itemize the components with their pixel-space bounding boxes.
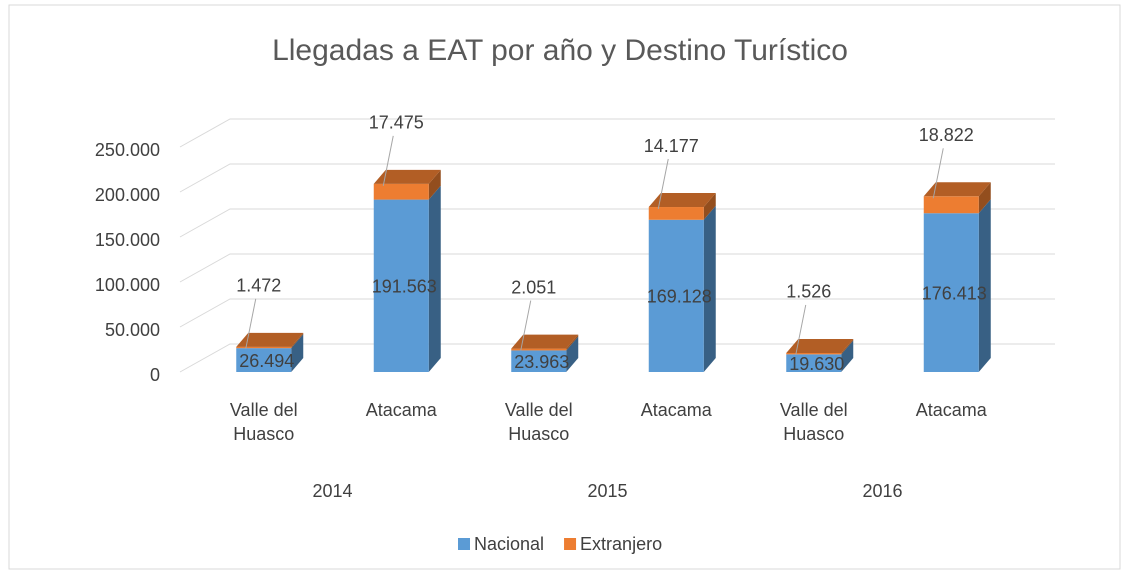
bar-side [703, 205, 716, 372]
value-label: 17.475 [369, 113, 424, 133]
bar [373, 183, 429, 200]
bar [786, 352, 842, 355]
value-label: 176.413 [922, 283, 987, 303]
leader-line [932, 148, 944, 199]
value-label: 169.128 [647, 287, 712, 307]
bar [511, 350, 567, 372]
bar [236, 348, 292, 372]
leader-line [795, 304, 807, 356]
bar [923, 196, 979, 214]
legend-swatch [458, 538, 470, 550]
bar-side [291, 332, 304, 349]
value-label: 19.630 [789, 354, 844, 374]
bar-top [236, 332, 304, 347]
bar-side [841, 338, 854, 355]
x-tick-label: Atacama [915, 400, 987, 420]
bar-side [566, 336, 579, 372]
legend-label: Nacional [474, 534, 544, 554]
value-label: 18.822 [919, 125, 974, 145]
x-tick-label: Valle del Huasco [229, 400, 298, 444]
y-tick-label: 250.000 [95, 140, 160, 160]
grid-line [179, 118, 1055, 148]
leader-line [657, 158, 669, 210]
bar [648, 207, 704, 220]
legend-label: Extranjero [580, 534, 662, 554]
bar-side [428, 169, 441, 200]
bar-top [648, 193, 716, 208]
grid-line [179, 253, 1055, 283]
bar-top [786, 338, 854, 353]
bar-top [511, 334, 579, 349]
x-tick-label: Valle del Huasco [779, 400, 848, 444]
leader-line [382, 135, 394, 186]
value-label: 1.526 [786, 282, 831, 302]
x-tick-label: Valle del Huasco [504, 400, 573, 444]
x-tick-label: Atacama [640, 400, 712, 420]
bar [373, 199, 429, 372]
y-tick-label: 200.000 [95, 185, 160, 205]
group-label: 2016 [862, 481, 902, 501]
bar-side [566, 334, 579, 351]
bar-side [291, 334, 304, 372]
bar-side [428, 185, 441, 372]
group-label: 2015 [587, 481, 627, 501]
chart-title: Llegadas a EAT por año y Destino Turísti… [272, 34, 848, 67]
value-label: 14.177 [644, 136, 699, 156]
grid-line [179, 208, 1055, 238]
value-label: 191.563 [372, 277, 437, 297]
y-tick-label: 100.000 [95, 275, 160, 295]
value-label: 1.472 [236, 276, 281, 296]
y-tick-label: 150.000 [95, 230, 160, 250]
bar-side [978, 182, 991, 214]
value-label: 2.051 [511, 277, 556, 297]
grid-line [179, 298, 1055, 328]
y-tick-label: 50.000 [105, 320, 160, 340]
value-label: 23.963 [514, 352, 569, 372]
bar [786, 354, 842, 372]
leader-line [520, 300, 532, 351]
bar-top [373, 169, 441, 184]
bar [648, 219, 704, 372]
bar-top [923, 182, 991, 197]
legend-swatch [564, 538, 577, 550]
value-label: 26.494 [239, 351, 294, 371]
bar [923, 213, 979, 372]
grid-line [179, 343, 1055, 373]
bar [511, 348, 567, 351]
y-tick-label: 0 [150, 365, 160, 385]
grid-line [179, 163, 1055, 193]
bar-side [978, 199, 991, 372]
bar-side [703, 193, 716, 220]
group-label: 2014 [312, 481, 352, 501]
leader-line [245, 298, 257, 349]
bar-side [841, 340, 854, 372]
bar [236, 346, 292, 349]
x-tick-label: Atacama [365, 400, 437, 420]
